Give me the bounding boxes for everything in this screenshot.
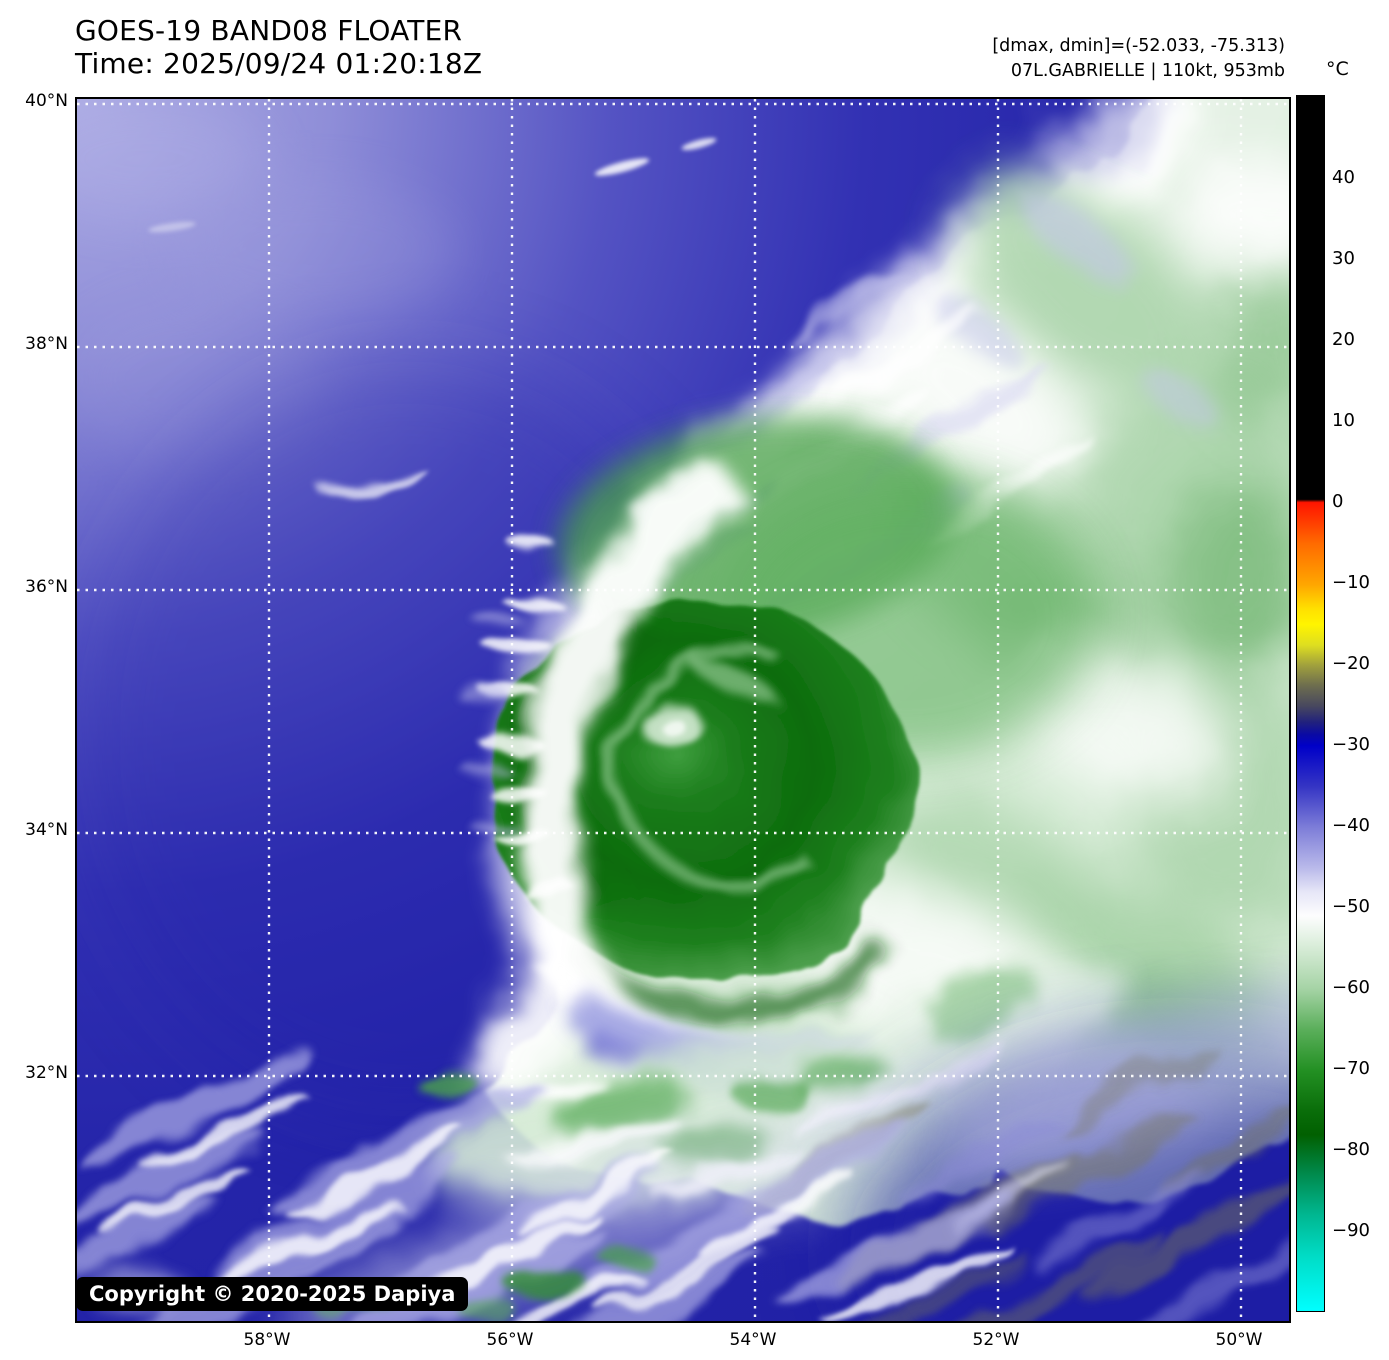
colorbar-tick-label: 10 xyxy=(1332,410,1355,431)
colorbar-tick-label: −60 xyxy=(1332,977,1370,998)
colorbar-tick-label: −20 xyxy=(1332,653,1370,674)
lon-tick-label: 56°W xyxy=(486,1330,534,1350)
lon-tick-label: 52°W xyxy=(972,1330,1020,1350)
temperature-colorbar xyxy=(1296,95,1325,1312)
lat-tick-label: 36°N xyxy=(25,577,68,597)
lat-tick-label: 40°N xyxy=(25,91,68,111)
colorbar-tick-label: −80 xyxy=(1332,1139,1370,1160)
storm-info-line: 07L.GABRIELLE | 110kt, 953mb xyxy=(1010,61,1285,81)
colorbar-tick-label: 30 xyxy=(1332,248,1355,269)
dmax-dmin-line: [dmax, dmin]=(-52.033, -75.313) xyxy=(992,36,1285,56)
graticule-gridlines xyxy=(77,99,1289,1321)
lat-tick-label: 34°N xyxy=(25,820,68,840)
lat-tick-label: 32°N xyxy=(25,1063,68,1083)
satellite-image xyxy=(77,99,1289,1321)
colorbar-tick-label: −30 xyxy=(1332,734,1370,755)
colorbar-tick-label: 0 xyxy=(1332,491,1344,512)
colorbar-tick-label: −90 xyxy=(1332,1220,1370,1241)
lon-tick-label: 58°W xyxy=(243,1330,291,1350)
colorbar-tick-label: −70 xyxy=(1332,1058,1370,1079)
colorbar-tick-label: −50 xyxy=(1332,896,1370,917)
colorbar-unit-label: °C xyxy=(1326,58,1349,80)
header-info: [dmax, dmin]=(-52.033, -75.313) 07L.GABR… xyxy=(992,34,1285,84)
southeast-corner xyxy=(739,984,1289,1321)
colorbar-tick-label: 40 xyxy=(1332,167,1355,188)
copyright-badge: Copyright © 2020-2025 Dapiya xyxy=(76,1277,469,1311)
lon-tick-label: 54°W xyxy=(729,1330,777,1350)
lat-tick-label: 38°N xyxy=(25,334,68,354)
time-line: Time: 2025/09/24 01:20:18Z xyxy=(75,47,483,80)
satellite-map-panel xyxy=(75,97,1291,1323)
title-line: GOES-19 BAND08 FLOATER xyxy=(75,14,463,47)
colorbar-tick-label: −10 xyxy=(1332,572,1370,593)
plot-title: GOES-19 BAND08 FLOATER Time: 2025/09/24 … xyxy=(75,14,482,80)
colorbar-tick-label: 20 xyxy=(1332,329,1355,350)
clear-region-wisps xyxy=(148,137,717,233)
lon-tick-label: 50°W xyxy=(1215,1330,1263,1350)
colorbar-tick-label: −40 xyxy=(1332,815,1370,836)
